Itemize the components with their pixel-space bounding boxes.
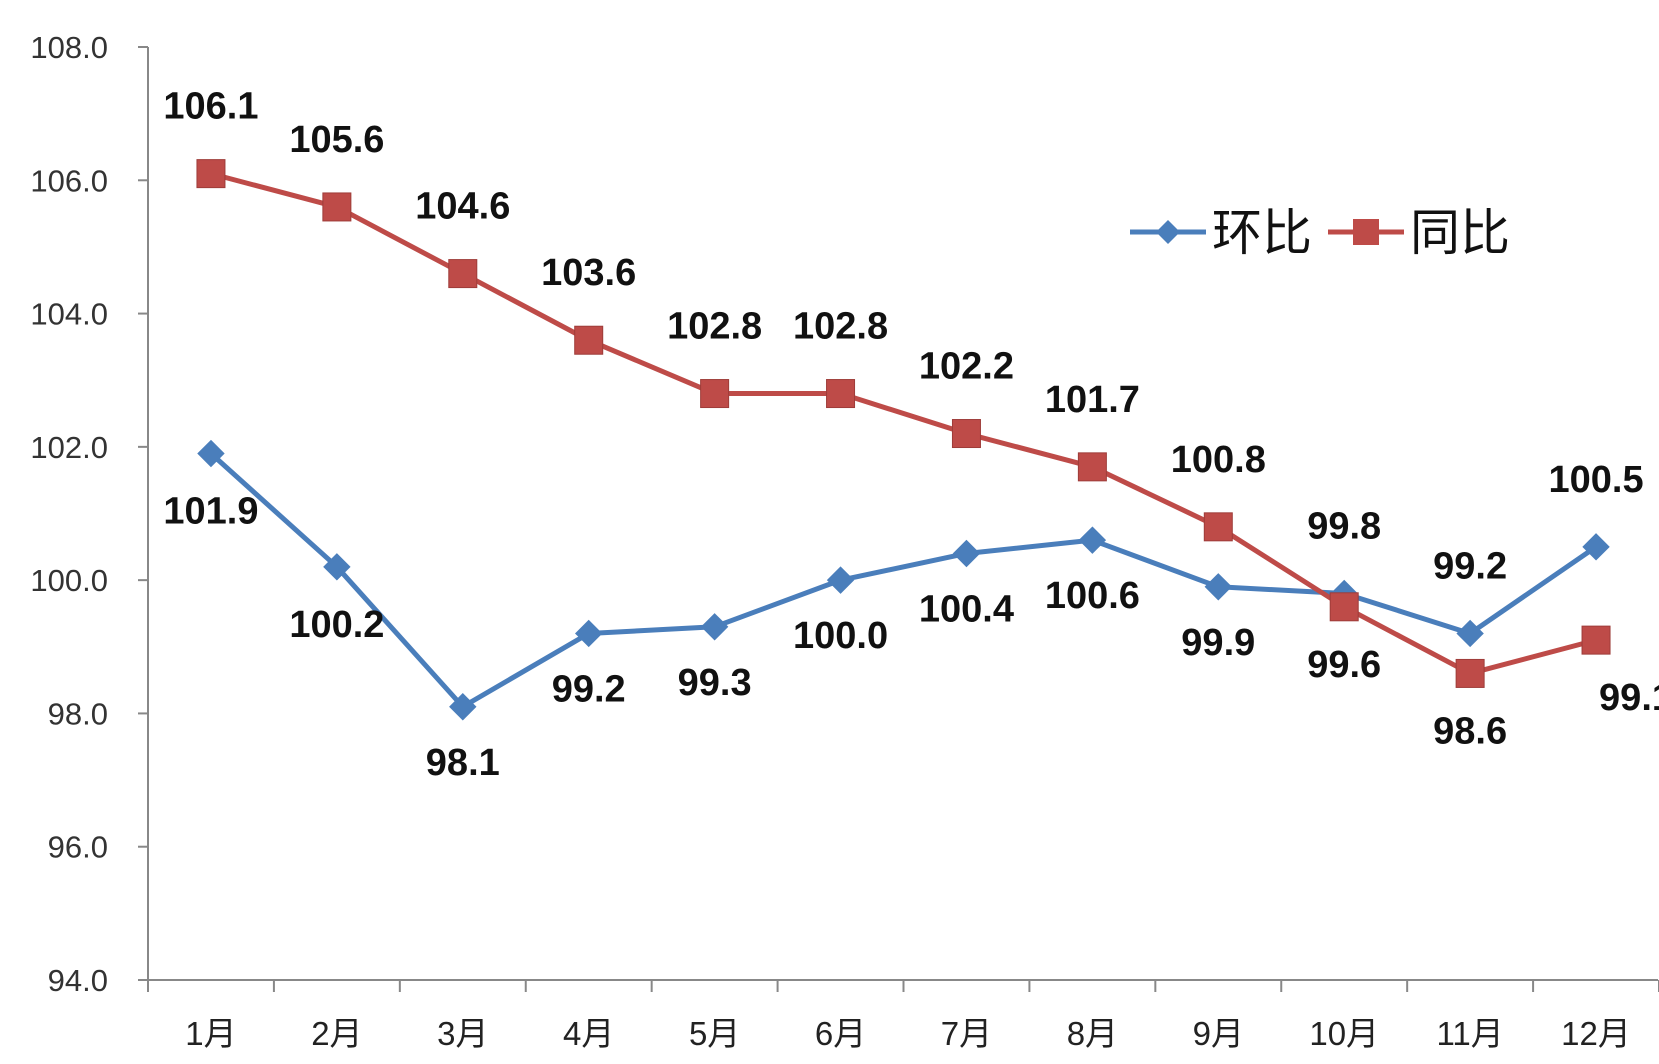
data-point-marker xyxy=(448,259,478,289)
data-label: 102.8 xyxy=(793,306,888,348)
x-tick-label: 3月 xyxy=(437,1015,488,1052)
data-label: 99.9 xyxy=(1181,622,1255,664)
data-labels: 101.9 100.2 98.1 99.2 99.3 100.0 100.4 100.6 99.… xyxy=(163,86,1659,784)
y-axis-ticks: 94.0 96.0 98.0 100.0 102.0 104.0 106.0 108.0 xyxy=(30,30,148,998)
data-label: 102.8 xyxy=(667,306,762,348)
data-point-marker xyxy=(1456,619,1484,648)
data-point-marker xyxy=(700,379,730,409)
x-tick-label: 12月 xyxy=(1561,1015,1631,1052)
data-label: 104.6 xyxy=(415,186,510,228)
x-tick-label: 11月 xyxy=(1436,1015,1503,1052)
data-label: 100.5 xyxy=(1548,459,1643,501)
x-tick-label: 10月 xyxy=(1309,1015,1379,1052)
data-point-marker xyxy=(197,439,225,468)
data-point-marker xyxy=(1582,533,1610,561)
legend-label: 同比 xyxy=(1410,205,1510,261)
series-line xyxy=(209,451,1598,710)
data-point-marker xyxy=(826,379,856,409)
data-point-marker xyxy=(1455,658,1485,688)
data-point-marker xyxy=(574,325,604,355)
data-label: 105.6 xyxy=(289,119,384,161)
x-tick-label: 7月 xyxy=(941,1015,992,1052)
data-label: 101.9 xyxy=(163,491,258,533)
data-label: 99.3 xyxy=(678,662,752,704)
data-point-marker xyxy=(826,566,855,594)
data-point-marker xyxy=(952,539,981,568)
y-tick-label: 102.0 xyxy=(30,430,108,465)
data-label: 100.0 xyxy=(793,615,888,657)
data-point-marker xyxy=(323,553,351,581)
data-label: 98.1 xyxy=(426,742,500,784)
data-point-marker xyxy=(196,159,226,189)
legend-marker xyxy=(1353,219,1379,245)
series-line xyxy=(210,171,1597,676)
data-label: 103.6 xyxy=(541,252,636,294)
data-point-marker xyxy=(1204,573,1232,601)
data-label: 99.2 xyxy=(552,668,626,710)
x-tick-label: 4月 xyxy=(563,1015,614,1052)
data-label: 99.1 xyxy=(1599,677,1659,719)
data-label: 100.2 xyxy=(289,604,384,646)
y-tick-label: 94.0 xyxy=(48,963,108,998)
data-label: 100.8 xyxy=(1171,439,1266,481)
y-tick-label: 98.0 xyxy=(48,696,108,731)
x-axis-ticks: 1月 2月 3月 4月 5月 6月 7月 8月 9月 10月 11月 12月 xyxy=(147,980,1659,1052)
data-point-marker xyxy=(1581,625,1611,655)
data-point-marker xyxy=(1329,592,1359,622)
data-point-marker xyxy=(322,192,352,222)
data-label: 99.8 xyxy=(1307,505,1381,547)
y-tick-label: 100.0 xyxy=(30,563,108,598)
data-point-marker xyxy=(1203,512,1233,542)
data-point-marker xyxy=(1078,526,1107,554)
data-label: 106.1 xyxy=(163,86,258,128)
x-tick-label: 8月 xyxy=(1067,1015,1118,1052)
data-label: 100.4 xyxy=(919,588,1014,630)
y-tick-label: 104.0 xyxy=(30,297,108,332)
legend: 环比 同比 xyxy=(1130,205,1510,261)
legend-label: 环比 xyxy=(1212,205,1312,261)
legend-marker xyxy=(1156,220,1180,244)
data-point-marker xyxy=(575,619,603,648)
y-tick-label: 108.0 xyxy=(30,30,108,65)
data-label: 101.7 xyxy=(1045,379,1140,421)
x-tick-label: 6月 xyxy=(815,1015,866,1052)
data-label: 99.2 xyxy=(1433,545,1507,587)
x-tick-label: 9月 xyxy=(1193,1015,1244,1052)
data-point-marker xyxy=(1077,452,1107,482)
data-label: 102.2 xyxy=(919,346,1014,388)
data-label: 99.6 xyxy=(1307,644,1381,686)
y-tick-label: 96.0 xyxy=(48,830,108,865)
data-point-marker xyxy=(951,419,981,449)
x-tick-label: 2月 xyxy=(311,1015,362,1052)
x-tick-label: 1月 xyxy=(185,1015,236,1052)
y-tick-label: 106.0 xyxy=(30,163,108,198)
data-point-marker xyxy=(700,613,729,641)
data-label: 100.6 xyxy=(1045,575,1140,617)
x-tick-label: 5月 xyxy=(689,1015,740,1052)
data-point-marker xyxy=(449,693,477,721)
data-label: 98.6 xyxy=(1433,710,1507,752)
axes xyxy=(147,47,1658,981)
series-layer xyxy=(196,159,1611,721)
